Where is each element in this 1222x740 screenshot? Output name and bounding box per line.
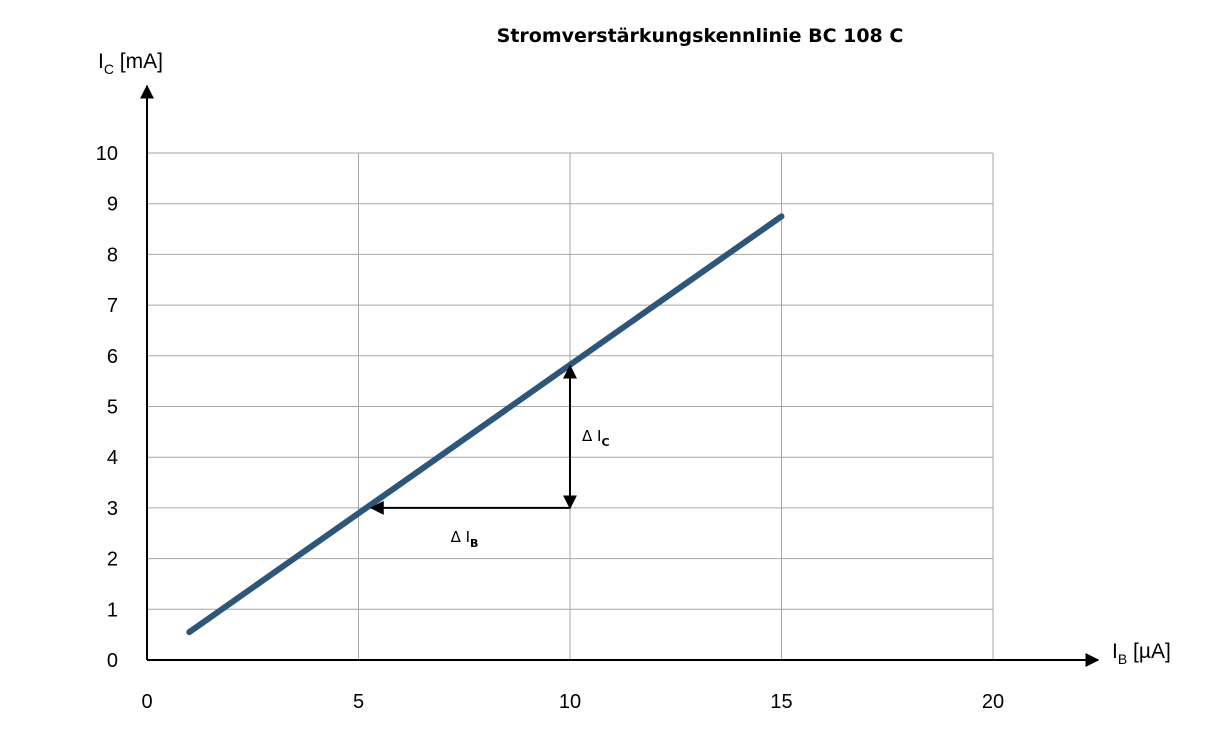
delta-ic-label: Δ IC <box>582 427 610 449</box>
y-tick-label: 9 <box>107 194 118 216</box>
delta-ib-sub: B <box>470 537 478 550</box>
tick-labels: 0 1 2 3 4 5 6 7 8 9 10 0 5 10 15 20 <box>96 143 1004 713</box>
x-axis-label-main: I <box>1112 640 1118 663</box>
y-tick-label: 5 <box>107 397 118 419</box>
x-tick-label: 0 <box>141 691 152 713</box>
y-axis-label-main: I <box>98 50 104 73</box>
y-tick-label: 2 <box>107 549 118 571</box>
x-tick-label: 20 <box>982 691 1004 713</box>
delta-ib-label: Δ IB <box>451 528 479 550</box>
y-axis-label-sub: C <box>104 61 114 77</box>
y-tick-label: 4 <box>107 447 118 469</box>
x-axis-label-unit: [µA] <box>1127 640 1171 663</box>
delta-ib-symbol: Δ I <box>451 528 470 546</box>
x-tick-label: 10 <box>559 691 581 713</box>
y-tick-label: 6 <box>107 346 118 368</box>
x-axis-label: IB [µA] <box>1112 640 1171 667</box>
x-tick-label: 5 <box>353 691 364 713</box>
chart-title: Stromverstärkungskennlinie BC 108 C <box>497 25 904 47</box>
y-tick-label: 7 <box>107 295 118 317</box>
annotations <box>369 364 577 515</box>
y-axis-label: IC [mA] <box>98 50 163 77</box>
axes <box>140 84 1100 667</box>
y-tick-label: 1 <box>107 599 118 621</box>
series-line <box>186 213 785 636</box>
x-axis-label-sub: B <box>1118 651 1127 667</box>
data-series <box>186 213 785 636</box>
y-tick-label: 3 <box>107 498 118 520</box>
y-tick-label: 0 <box>107 650 118 672</box>
y-tick-label: 10 <box>96 143 118 165</box>
y-tick-label: 8 <box>107 244 118 266</box>
y-axis-label-unit: [mA] <box>114 50 163 73</box>
delta-ic-sub: C <box>601 436 609 449</box>
delta-ic-symbol: Δ I <box>582 427 601 445</box>
x-tick-label: 15 <box>770 691 792 713</box>
